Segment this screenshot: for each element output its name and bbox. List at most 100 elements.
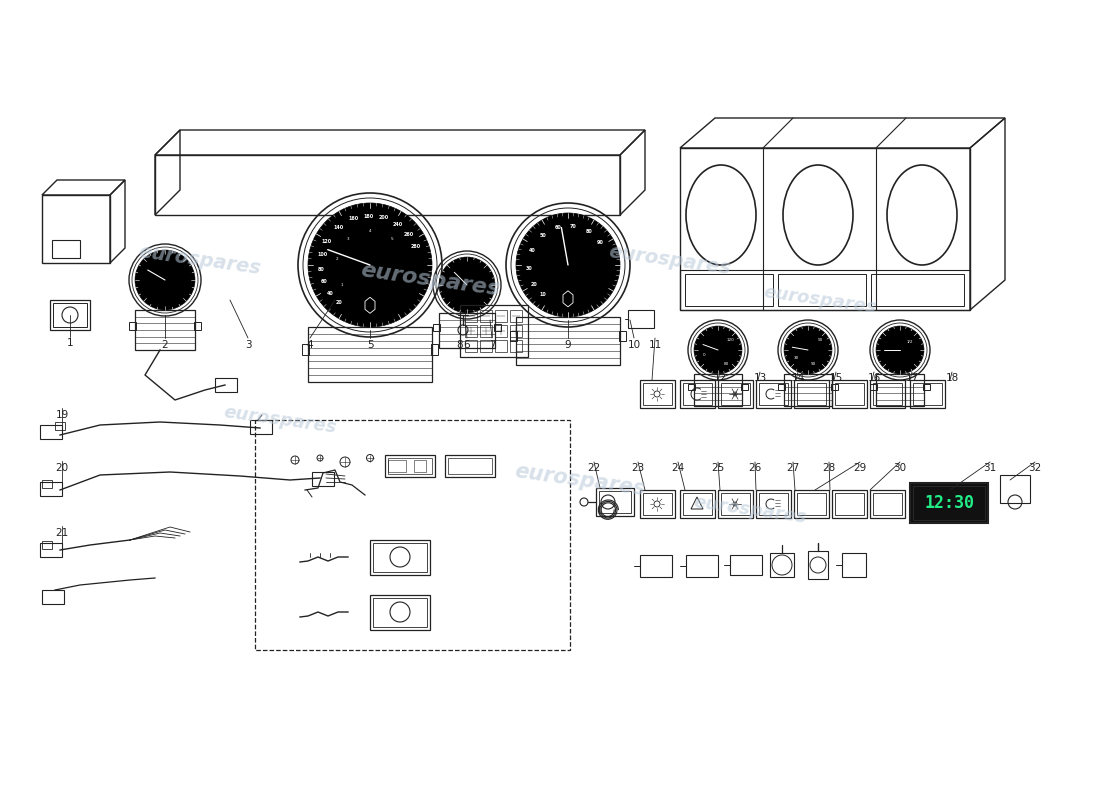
Text: eurospares: eurospares [762,283,878,317]
Bar [683,493,712,515]
Bar [446,455,495,477]
Text: 140: 140 [333,225,343,230]
Bar [388,458,432,474]
Text: 14: 14 [791,373,804,383]
Bar [680,270,970,310]
Text: 31: 31 [983,463,997,473]
Bar [1000,475,1030,503]
Bar [798,383,826,405]
Text: 50: 50 [540,233,547,238]
Text: 6: 6 [464,340,471,350]
Bar [302,343,309,354]
Bar [40,543,62,557]
Text: 1: 1 [67,338,74,348]
Bar [694,374,743,406]
Bar [373,543,427,572]
Bar [784,374,832,406]
Text: 28: 28 [823,463,836,473]
Bar [835,493,864,515]
Bar [255,420,570,650]
Text: 32: 32 [1028,463,1042,473]
Circle shape [135,250,195,310]
Text: 15: 15 [829,373,843,383]
Text: 30: 30 [526,266,532,271]
Text: 200: 200 [378,215,388,220]
Text: 8: 8 [456,340,463,350]
Bar [832,380,867,408]
Bar [680,490,715,518]
Bar [495,325,507,337]
Bar [465,325,477,337]
Bar [913,383,942,405]
Text: 19: 19 [55,410,68,420]
Bar [756,380,791,408]
Text: 11: 11 [648,340,661,350]
Bar [385,455,435,477]
Text: 90: 90 [596,240,604,245]
Bar [628,310,654,328]
Text: 25: 25 [712,463,725,473]
Bar [510,340,522,352]
Bar [741,384,748,390]
Text: eurospares: eurospares [138,242,263,278]
Bar [913,486,984,520]
Text: 60: 60 [320,279,328,284]
Text: 100: 100 [317,252,327,258]
Text: 5: 5 [366,340,373,350]
Bar [465,310,477,322]
Bar [52,240,80,258]
Text: 20: 20 [55,463,68,473]
Text: 40: 40 [528,248,536,253]
Bar [683,383,712,405]
Text: eurospares: eurospares [692,493,807,527]
Text: 60: 60 [554,225,561,230]
Text: 17: 17 [905,373,918,383]
Circle shape [694,326,743,374]
Bar [910,380,945,408]
Text: 22: 22 [587,463,601,473]
Bar [759,493,788,515]
Bar [685,274,773,306]
Bar [42,590,64,604]
Text: 24: 24 [671,463,684,473]
Bar [794,490,829,518]
Bar [40,482,62,496]
Bar [50,300,90,330]
Bar [135,310,195,350]
Bar [770,553,794,577]
Bar [480,340,492,352]
Text: 1: 1 [341,282,343,286]
Text: 20: 20 [336,300,342,305]
Text: 1/2: 1/2 [906,340,913,344]
Bar [720,493,750,515]
Bar [720,383,750,405]
Text: 30: 30 [793,356,799,360]
Bar [798,493,826,515]
Circle shape [516,213,620,317]
Text: 7: 7 [488,340,495,350]
Bar [778,384,785,390]
Circle shape [308,203,432,327]
Bar [832,490,867,518]
Text: 16: 16 [868,373,881,383]
Bar [778,274,866,306]
Circle shape [439,257,495,313]
Text: 4: 4 [307,340,314,350]
Bar [596,488,634,516]
Bar [873,493,902,515]
Text: 2: 2 [162,340,168,350]
Bar [439,313,495,348]
Bar [680,380,715,408]
Bar [448,458,492,474]
Text: eurospares: eurospares [222,403,338,437]
Bar [42,541,52,549]
Bar [600,491,631,513]
Bar [730,555,762,575]
Bar [55,422,65,430]
Text: 240: 240 [393,222,403,227]
Bar [465,340,477,352]
Bar [214,378,236,392]
Bar [431,343,438,354]
Text: 80: 80 [724,362,728,366]
Bar [250,420,272,434]
